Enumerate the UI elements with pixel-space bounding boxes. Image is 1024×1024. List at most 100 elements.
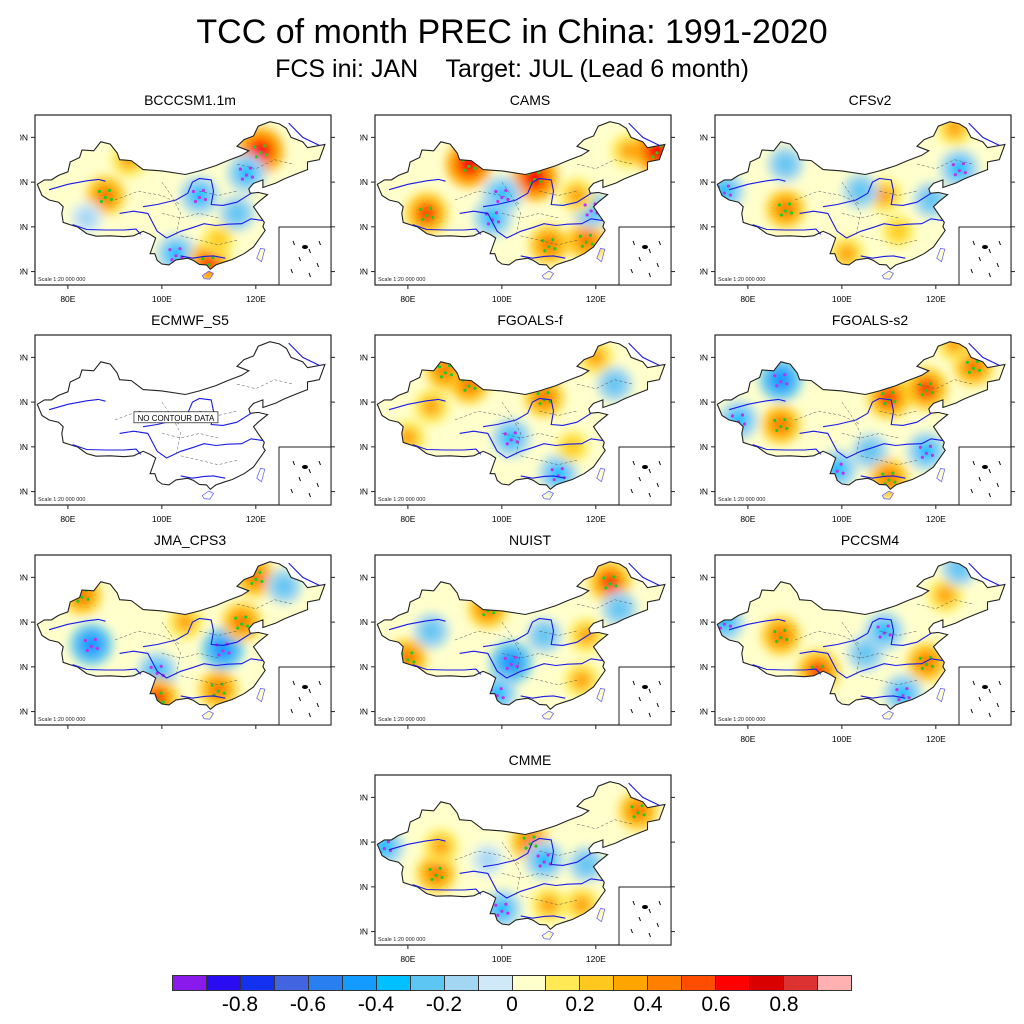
significance-marker — [244, 173, 249, 177]
field-blob-core — [572, 895, 592, 915]
significance-marker — [785, 637, 789, 642]
taiwan-outline — [256, 247, 266, 263]
scale-label: Scale 1:20 000 000 — [378, 937, 425, 943]
scale-label: Scale 1:20 000 000 — [378, 497, 425, 503]
field-blob-core — [576, 854, 596, 875]
significance-marker — [258, 570, 262, 574]
river-line — [72, 224, 142, 235]
river-line — [752, 664, 822, 675]
province-border — [539, 630, 578, 636]
significance-marker — [785, 382, 789, 386]
island-mark — [658, 680, 661, 686]
significance-marker — [431, 215, 435, 220]
province-border — [841, 401, 861, 456]
hainan-outline — [541, 710, 555, 720]
significance-marker — [583, 203, 587, 207]
significance-marker — [773, 374, 777, 378]
colorbar-swatch — [206, 975, 241, 991]
significance-marker — [76, 599, 80, 603]
field-blob-core — [598, 570, 622, 594]
significance-marker — [881, 392, 885, 396]
south-china-sea-inset — [278, 446, 332, 506]
island-mark — [648, 272, 651, 278]
x-tick-label: 80E — [60, 294, 75, 304]
y-tick-label: 20N — [700, 487, 708, 497]
x-tick-label: 120E — [586, 294, 606, 304]
significance-marker — [254, 577, 258, 581]
significance-marker — [961, 162, 965, 166]
island-mark — [998, 240, 1001, 246]
significance-marker — [201, 257, 205, 261]
scale-label: Scale 1:20 000 000 — [718, 277, 765, 283]
x-tick-label: 120E — [586, 954, 606, 964]
significance-marker — [496, 913, 500, 917]
hainan-outline — [541, 490, 555, 500]
significance-marker — [227, 651, 231, 655]
colorbar-tick-label: 0.8 — [769, 993, 799, 1016]
significance-marker — [159, 664, 163, 668]
significance-marker — [258, 151, 263, 155]
significance-marker — [930, 391, 935, 395]
significance-marker — [440, 875, 444, 880]
significance-marker — [604, 586, 608, 590]
province-border — [454, 630, 521, 645]
x-tick-label: 100E — [152, 514, 172, 524]
significance-marker — [895, 688, 899, 692]
significance-marker — [930, 664, 935, 668]
significance-marker — [429, 206, 433, 211]
river-line — [799, 430, 943, 459]
river-line — [799, 210, 943, 239]
river-line — [860, 695, 906, 699]
significance-marker — [220, 682, 224, 686]
y-tick-label: 20N — [700, 707, 708, 717]
y-tick-label: 40N — [700, 177, 708, 187]
significance-marker — [428, 867, 432, 872]
field-blob-core — [935, 585, 955, 605]
field-blob-core — [860, 441, 880, 461]
figure-subtitle: FCS ini: JAN Target: JUL (Lead 6 month) — [275, 55, 749, 83]
south-china-sea-inset — [958, 666, 1012, 726]
significance-marker — [578, 234, 583, 238]
taiwan-outline — [936, 247, 946, 263]
river-line — [860, 475, 906, 479]
significance-marker — [777, 203, 782, 207]
x-tick-label: 100E — [152, 294, 172, 304]
field-blob-core — [415, 201, 439, 225]
y-tick-label: 20N — [700, 267, 708, 277]
significance-marker — [496, 220, 501, 224]
river-line — [459, 430, 603, 459]
significance-marker — [726, 184, 730, 188]
significance-marker — [839, 462, 843, 466]
island-mark — [292, 460, 295, 466]
island-mark — [996, 482, 999, 488]
significance-marker — [539, 180, 543, 184]
scale-label: Scale 1:20 000 000 — [38, 717, 85, 723]
south-china-sea-inset — [618, 666, 672, 726]
island-mark — [972, 680, 975, 686]
significance-marker — [159, 691, 163, 695]
significance-marker — [439, 375, 444, 379]
significance-marker — [262, 144, 267, 148]
river-line — [48, 618, 106, 631]
colorbar-swatch — [580, 975, 615, 991]
significance-marker — [234, 616, 238, 620]
province-border — [879, 630, 918, 636]
y-tick-label: 30N — [360, 882, 368, 892]
significance-marker — [977, 368, 982, 372]
significance-marker — [103, 195, 108, 200]
x-tick-label: 120E — [926, 734, 946, 744]
x-tick-label: 80E — [400, 954, 415, 964]
x-tick-label: 100E — [492, 514, 512, 524]
significance-marker — [886, 624, 890, 628]
y-tick-label: 20N — [360, 487, 368, 497]
map-panel-pccsm4: PCCSM4 Scale 1:20 000 000 20N 30N 40N 50N 80E 1… — [700, 532, 1024, 752]
significance-marker — [918, 383, 923, 387]
significance-marker — [602, 576, 606, 580]
significance-marker — [905, 687, 909, 691]
island-mark — [642, 245, 648, 249]
significance-marker — [924, 389, 929, 393]
significance-marker — [501, 696, 505, 700]
significance-marker — [891, 391, 895, 395]
x-tick-label: 100E — [832, 514, 852, 524]
significance-marker — [203, 197, 208, 202]
